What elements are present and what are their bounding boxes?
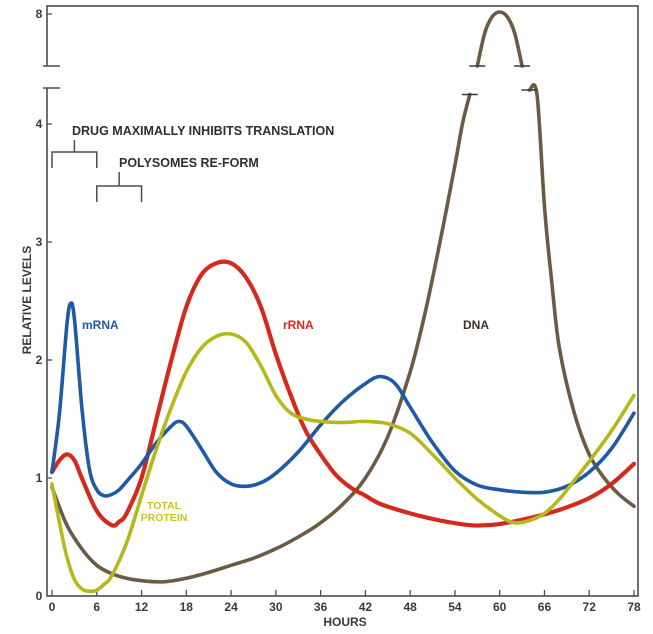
x-tick-label: 72 <box>583 600 597 614</box>
annotation-polysomes-reform: POLYSOMES RE-FORM <box>119 156 259 170</box>
x-tick-label: 24 <box>224 600 238 614</box>
x-tick-label: 30 <box>269 600 283 614</box>
series-line-mrna <box>50 301 636 498</box>
series-label-protein-box: TOTAL PROTEIN <box>140 500 188 524</box>
x-axis-title: HOURS <box>323 615 366 629</box>
series-label-dna: DNA <box>463 318 489 332</box>
x-tick-label: 6 <box>93 600 100 614</box>
x-tick-label: 0 <box>49 600 56 614</box>
series-line-total-protein <box>50 331 636 594</box>
y-tick-label: 1 <box>36 471 43 485</box>
x-tick-label: 42 <box>359 600 373 614</box>
axis-break <box>43 65 60 89</box>
annotation-drug-inhibits: DRUG MAXIMALLY INHIBITS TRANSLATION <box>72 124 334 138</box>
x-tick-label: 18 <box>180 600 194 614</box>
series-line-dna-peak <box>475 10 524 68</box>
y-tick-label: 2 <box>36 353 43 367</box>
annotation-bracket <box>96 172 143 202</box>
x-tick-label: 78 <box>627 600 641 614</box>
x-tick-label: 66 <box>538 600 552 614</box>
series-line-rrna <box>49 259 637 528</box>
series-label-mrna: mRNA <box>82 318 119 332</box>
y-tick-label: 8 <box>36 7 43 21</box>
series-label-rrna: rRNA <box>283 318 314 332</box>
y-axis-title: RELATIVE LEVELS <box>20 246 34 354</box>
x-tick-label: 48 <box>403 600 417 614</box>
series-layer <box>49 10 637 594</box>
axis-break-gap <box>44 66 52 88</box>
y-tick-label: 4 <box>36 117 43 131</box>
x-tick-label: 60 <box>493 600 507 614</box>
annotations <box>51 140 143 202</box>
y-tick-label: 0 <box>36 589 43 603</box>
annotation-bracket <box>51 140 98 168</box>
x-tick-label: 12 <box>135 600 149 614</box>
series-label-protein: TOTAL PROTEIN <box>140 500 188 524</box>
y-tick-label: 3 <box>36 235 43 249</box>
x-tick-label: 54 <box>448 600 462 614</box>
x-tick-label: 36 <box>314 600 328 614</box>
